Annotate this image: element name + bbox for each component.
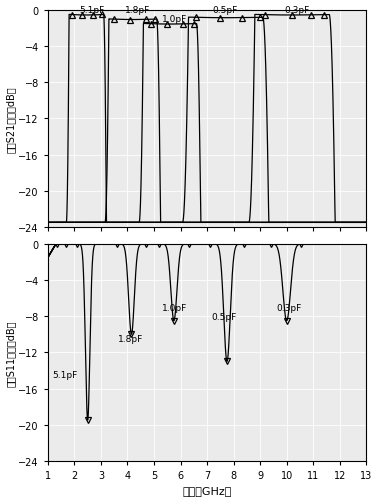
Text: 0.3pF: 0.3pF: [284, 7, 309, 16]
Text: 5.1pF: 5.1pF: [52, 371, 77, 380]
Text: 5.1pF: 5.1pF: [80, 7, 105, 16]
X-axis label: 频率（GHz）: 频率（GHz）: [183, 485, 232, 495]
Text: 0.5pF: 0.5pF: [211, 312, 236, 321]
Text: 1.8pF: 1.8pF: [125, 7, 150, 16]
Text: 1.8pF: 1.8pF: [118, 335, 143, 344]
Text: 0.3pF: 0.3pF: [276, 303, 301, 312]
Y-axis label: 测试S21结果（dB）: 测试S21结果（dB）: [6, 86, 15, 152]
Text: 0.5pF: 0.5pF: [212, 7, 238, 16]
Y-axis label: 测试S11结果（dB）: 测试S11结果（dB）: [6, 320, 15, 386]
Text: 1.0pF: 1.0pF: [162, 303, 187, 312]
Text: 1.0pF: 1.0pF: [162, 16, 187, 25]
